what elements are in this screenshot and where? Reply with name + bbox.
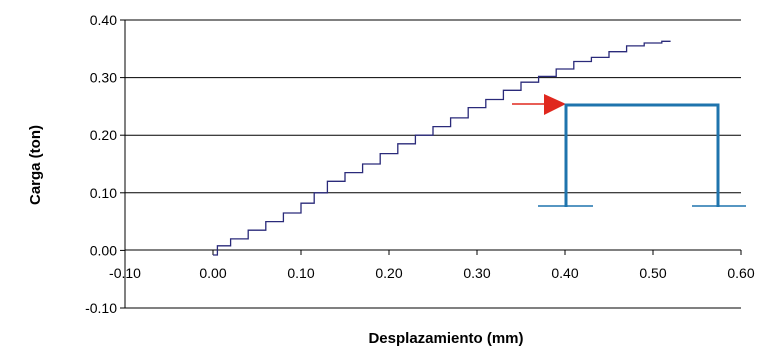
x-tick-label-1: 0.00 bbox=[199, 265, 226, 281]
frame-structure bbox=[564, 103, 720, 207]
x-tick-label-4: 0.30 bbox=[463, 265, 490, 281]
x-tick-label-5: 0.40 bbox=[551, 265, 578, 281]
tick-labels: -0.10 0.00 0.10 0.20 0.30 0.40 -0.10 0.00 0.10 0.… bbox=[85, 12, 755, 316]
y-tick-label-4: 0.30 bbox=[90, 70, 117, 86]
x-tick-label-3: 0.20 bbox=[375, 265, 402, 281]
y-tick-label-1: 0.00 bbox=[90, 242, 117, 258]
x-tick-label-7: 0.60 bbox=[727, 265, 754, 281]
axes bbox=[120, 19, 742, 309]
x-axis-title: Desplazamiento (mm) bbox=[368, 330, 523, 347]
y-axis-title: Carga (ton) bbox=[27, 125, 44, 205]
y-tick-label-0: -0.10 bbox=[85, 300, 117, 316]
x-tick-label-0: -0.10 bbox=[109, 265, 141, 281]
annotation-diagram bbox=[512, 94, 746, 207]
y-tick-label-3: 0.20 bbox=[90, 127, 117, 143]
red-arrow-head bbox=[544, 94, 566, 115]
y-tick-label-5: 0.40 bbox=[90, 12, 117, 28]
series-line-0 bbox=[213, 40, 671, 256]
y-tick-label-2: 0.10 bbox=[90, 185, 117, 201]
x-tick-label-6: 0.50 bbox=[639, 265, 666, 281]
x-tick-label-2: 0.10 bbox=[287, 265, 314, 281]
series bbox=[213, 40, 671, 256]
